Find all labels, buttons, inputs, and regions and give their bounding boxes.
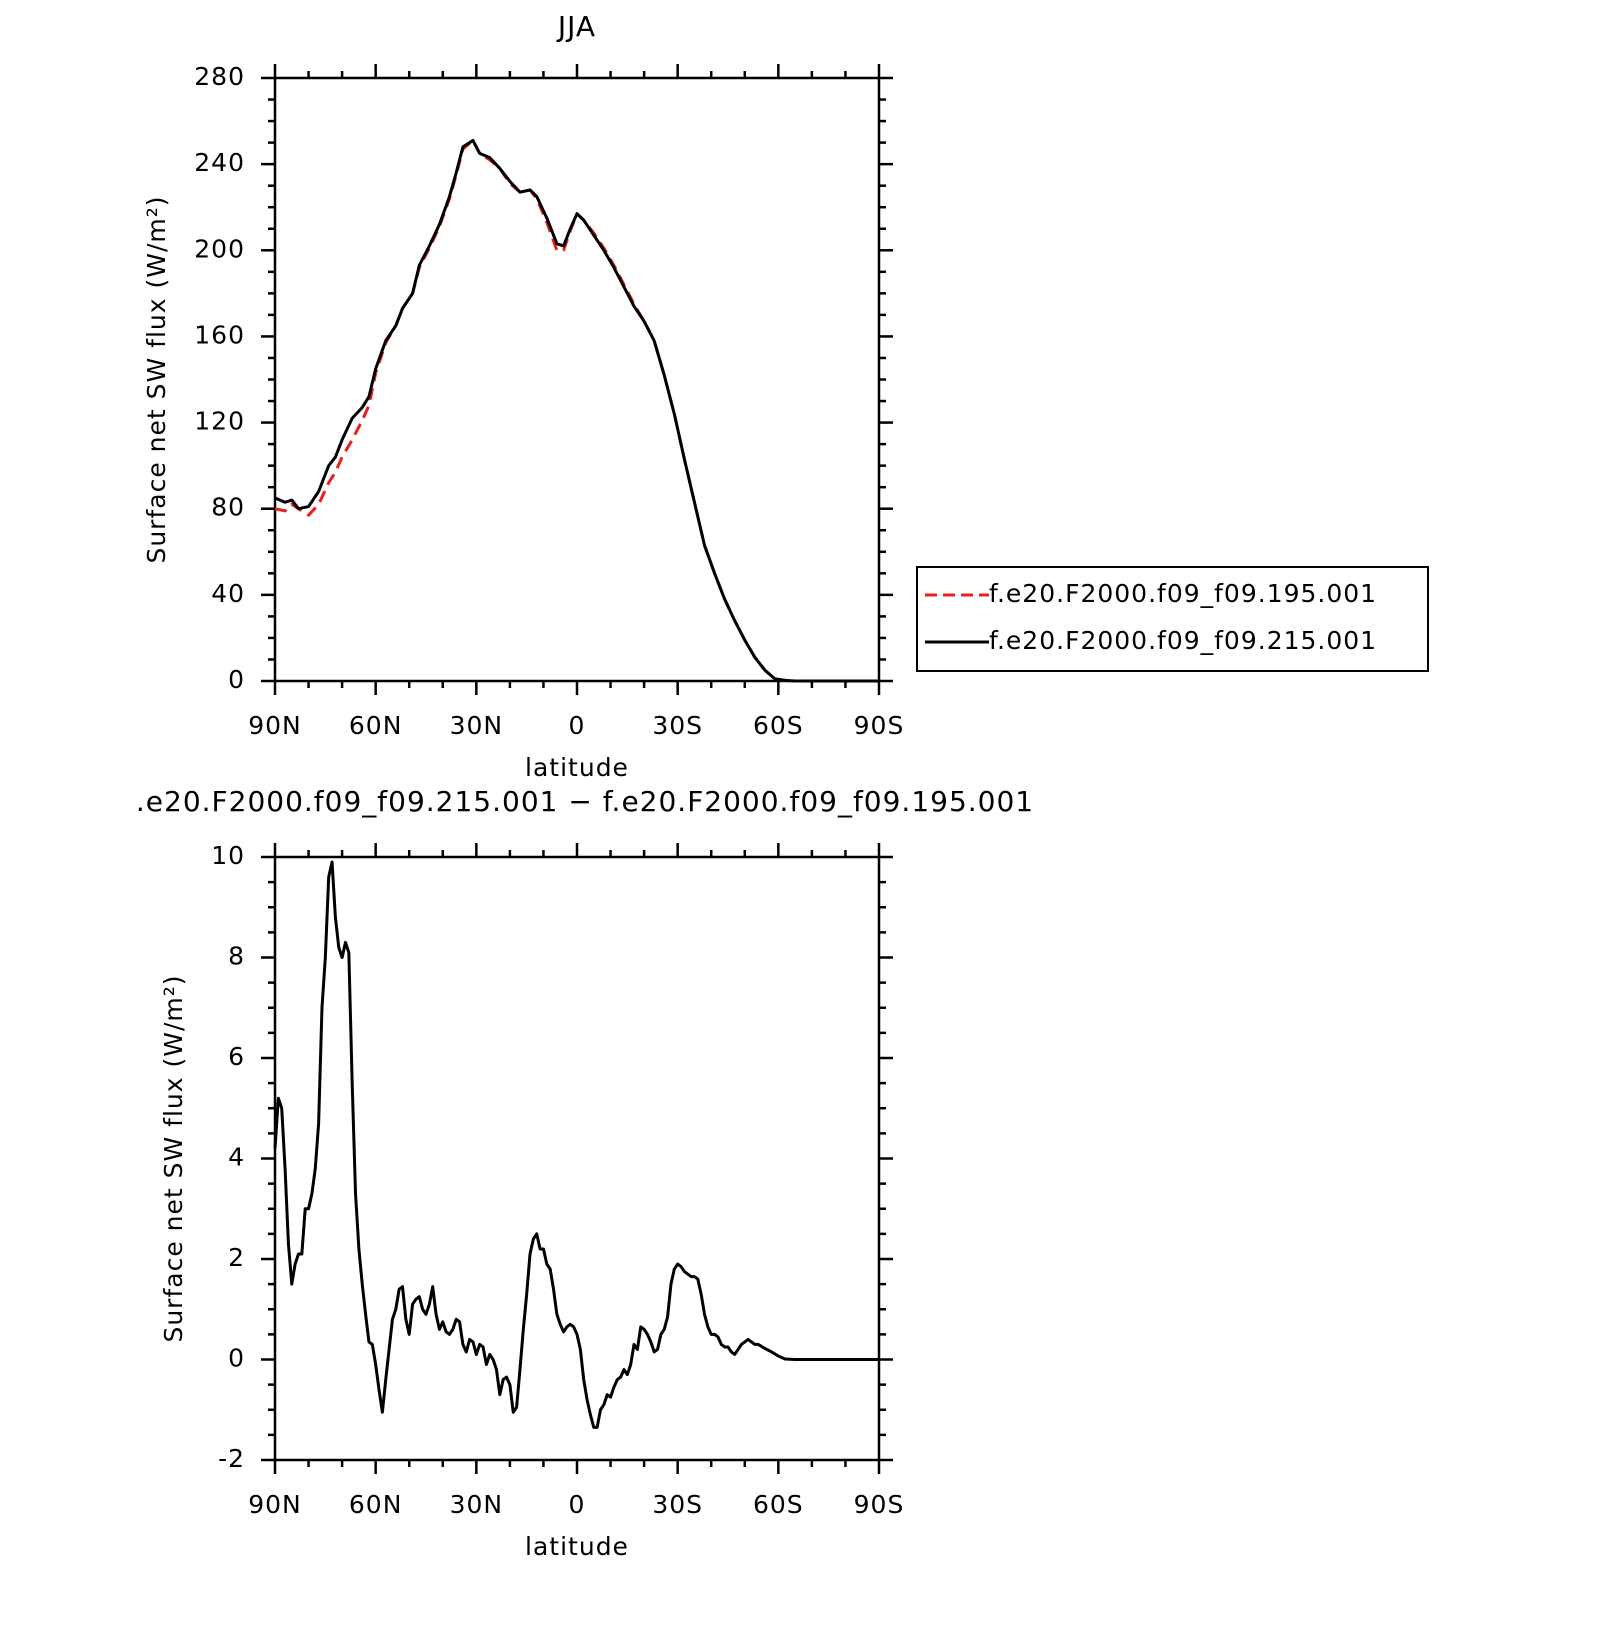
x-tick-label: 60S	[753, 711, 804, 740]
data-line	[274, 138, 879, 683]
x-tick-label: 0	[569, 1490, 586, 1519]
x-axis-label: latitude	[525, 753, 629, 782]
data-line	[273, 860, 879, 1429]
y-tick-label: -2	[218, 1444, 245, 1473]
chart-title: JJA	[556, 10, 596, 43]
y-tick-label: 200	[194, 234, 245, 263]
plot-frame	[273, 855, 881, 1462]
y-tick-label: 120	[194, 407, 245, 436]
x-tick-label: 90S	[854, 1490, 905, 1519]
x-tick-label: 30N	[450, 711, 504, 740]
legend-label: f.e20.F2000.f09_f09.195.001	[989, 579, 1377, 608]
y-tick-label: 10	[211, 841, 245, 870]
y-tick-label: 6	[228, 1042, 245, 1071]
x-tick-label: 0	[569, 711, 586, 740]
x-axis-label: latitude	[525, 1532, 629, 1561]
legend-label: f.e20.F2000.f09_f09.215.001	[989, 626, 1377, 655]
chart-title: .e20.F2000.f09_f09.215.001 − f.e20.F2000…	[136, 785, 1034, 818]
x-tick-label: 30S	[652, 711, 703, 740]
x-tick-label: 90S	[854, 711, 905, 740]
y-tick-label: 160	[194, 320, 245, 349]
x-tick-label: 90N	[248, 1490, 302, 1519]
y-tick-label: 4	[228, 1143, 245, 1172]
legend-box	[916, 566, 1429, 672]
x-tick-label: 30S	[652, 1490, 703, 1519]
x-tick-label: 90N	[248, 711, 302, 740]
plot-frame	[273, 76, 881, 683]
y-tick-label: 240	[194, 148, 245, 177]
y-axis-label: Surface net SW flux (W/m²)	[159, 974, 188, 1342]
x-tick-label: 30N	[450, 1490, 504, 1519]
y-tick-label: 40	[211, 579, 245, 608]
data-line	[274, 138, 879, 683]
y-tick-label: 2	[228, 1243, 245, 1272]
y-tick-label: 0	[228, 1344, 245, 1373]
x-tick-label: 60N	[349, 711, 403, 740]
y-tick-label: 80	[211, 493, 245, 522]
x-tick-label: 60N	[349, 1490, 403, 1519]
y-tick-label: 280	[194, 62, 245, 91]
y-axis-label: Surface net SW flux (W/m²)	[142, 195, 171, 563]
y-tick-label: 8	[228, 942, 245, 971]
x-tick-label: 60S	[753, 1490, 804, 1519]
y-tick-label: 0	[228, 665, 245, 694]
